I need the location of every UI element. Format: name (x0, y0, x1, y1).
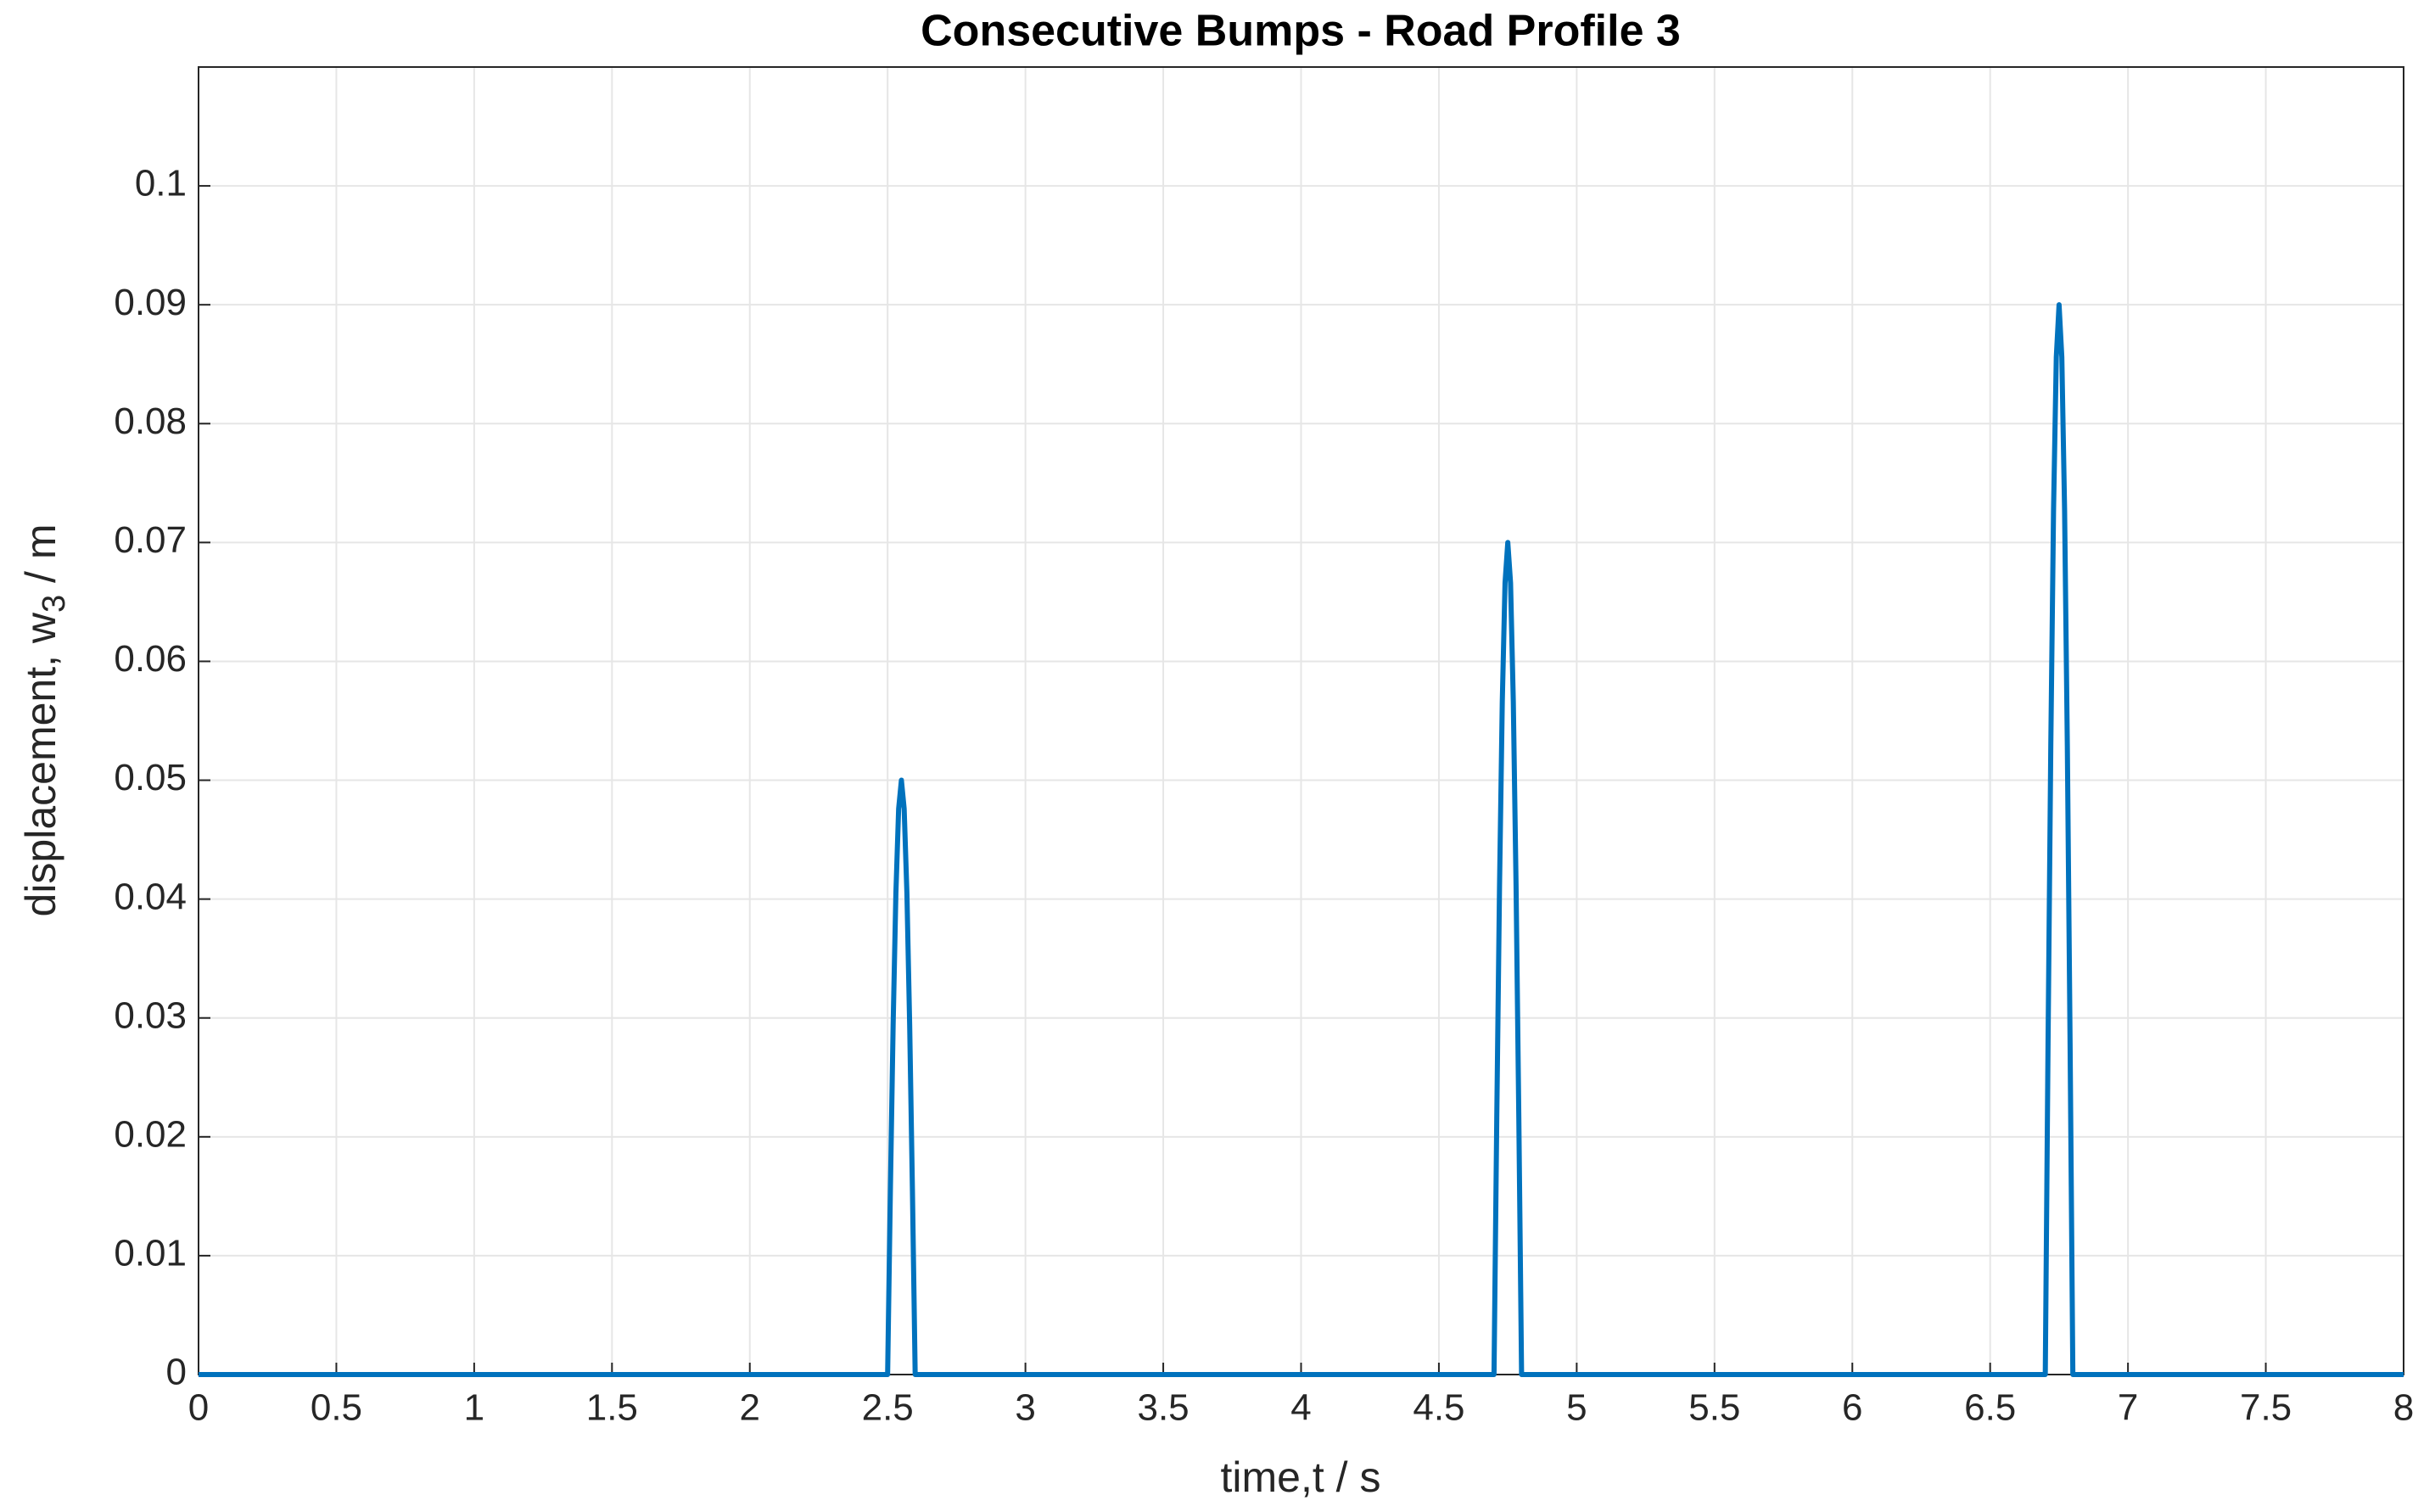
data-line (199, 302, 2404, 1377)
y-tick-label: 0.08 (114, 400, 187, 442)
x-tick-label: 2 (740, 1387, 760, 1429)
x-tick-label: 0.5 (311, 1387, 362, 1429)
x-tick-label: 8 (2393, 1387, 2414, 1429)
y-tick-label: 0.05 (114, 757, 187, 798)
x-tick-label: 5 (1566, 1387, 1587, 1429)
y-axis-label-main: displacement, w (17, 612, 64, 916)
y-tick-label: 0.1 (135, 163, 187, 204)
y-tick-label: 0.06 (114, 638, 187, 680)
y-axis-label: displacement, w3 / m (17, 524, 72, 917)
x-tick-label: 2.5 (862, 1387, 914, 1429)
x-tick-label: 0 (188, 1387, 209, 1429)
x-tick-label: 4.5 (1413, 1387, 1464, 1429)
x-tick-label: 6 (1842, 1387, 1862, 1429)
y-tick-label: 0.03 (114, 994, 187, 1036)
x-axis-label: time,t / s (1221, 1453, 1381, 1501)
y-tick-label: 0.04 (114, 876, 187, 917)
x-tick-label: 7 (2118, 1387, 2138, 1429)
x-tick-label: 6.5 (1964, 1387, 2016, 1429)
x-tick-label: 3 (1015, 1387, 1035, 1429)
y-tick-label: 0 (166, 1352, 187, 1393)
chart-title: Consecutive Bumps - Road Profile 3 (921, 7, 1681, 56)
x-tick-label: 1.5 (586, 1387, 638, 1429)
y-tick-label: 0.02 (114, 1113, 187, 1155)
y-tick-label: 0.01 (114, 1233, 187, 1274)
x-tick-label: 4 (1290, 1387, 1311, 1429)
y-axis-label-unit: / m (17, 524, 64, 595)
x-tick-label: 3.5 (1137, 1387, 1189, 1429)
x-tick-label: 7.5 (2240, 1387, 2292, 1429)
x-tick-label: 5.5 (1688, 1387, 1740, 1429)
y-tick-label: 0.07 (114, 519, 187, 561)
x-tick-label: 1 (464, 1387, 484, 1429)
y-axis-label-subscript: 3 (36, 595, 72, 613)
y-tick-label: 0.09 (114, 282, 187, 323)
